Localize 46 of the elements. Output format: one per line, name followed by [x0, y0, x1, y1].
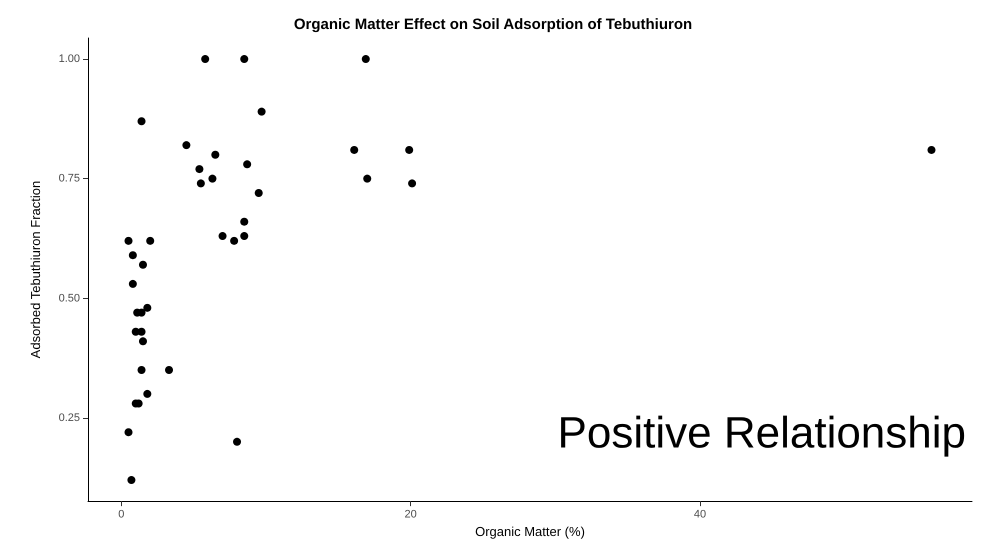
point: [240, 55, 248, 64]
point: [143, 390, 152, 398]
point: [124, 236, 133, 245]
x-tick-label: 0: [118, 508, 124, 521]
x-axis-title: Organic Matter (%): [475, 524, 585, 539]
point: [405, 146, 414, 154]
point: [362, 55, 370, 64]
chart-title: Organic Matter Effect on Soil Adsorption of Tebuthiuron: [294, 16, 692, 33]
y-tick-label: 0.25: [58, 412, 80, 424]
point: [143, 304, 152, 312]
y-tick-label: 1.00: [58, 53, 80, 66]
point: [127, 476, 136, 484]
point: [138, 337, 147, 346]
point: [218, 232, 227, 240]
y-axis-title: Adsorbed Tebuthiuron Fraction: [28, 180, 43, 358]
point: [350, 146, 358, 154]
point: [211, 150, 220, 159]
point: [138, 328, 146, 336]
point: [240, 218, 248, 226]
point: [138, 260, 147, 269]
point: [195, 165, 204, 174]
point: [165, 366, 174, 374]
point: [233, 438, 242, 446]
point: [201, 55, 210, 64]
point: [208, 174, 216, 183]
point: [363, 174, 372, 183]
point: [196, 179, 205, 188]
point: [146, 236, 154, 245]
x-tick-label: 40: [694, 508, 706, 521]
point: [128, 251, 137, 260]
annotation: Positive Relationship: [558, 408, 966, 458]
y-tick-label: 0.75: [58, 172, 80, 185]
point: [240, 232, 248, 240]
point: [128, 280, 137, 288]
point: [124, 428, 133, 436]
x-tick-label: 20: [404, 508, 417, 521]
point: [408, 179, 416, 188]
point: [182, 141, 190, 150]
point: [254, 189, 263, 197]
point: [138, 366, 146, 374]
point: [230, 236, 238, 245]
point: [258, 108, 266, 116]
point: [138, 117, 146, 126]
point: [243, 160, 252, 168]
point: [928, 146, 936, 154]
y-tick-label: 0.50: [58, 292, 80, 304]
